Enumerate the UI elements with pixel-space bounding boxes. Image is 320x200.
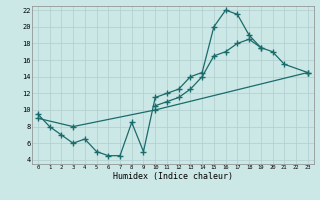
- X-axis label: Humidex (Indice chaleur): Humidex (Indice chaleur): [113, 172, 233, 181]
